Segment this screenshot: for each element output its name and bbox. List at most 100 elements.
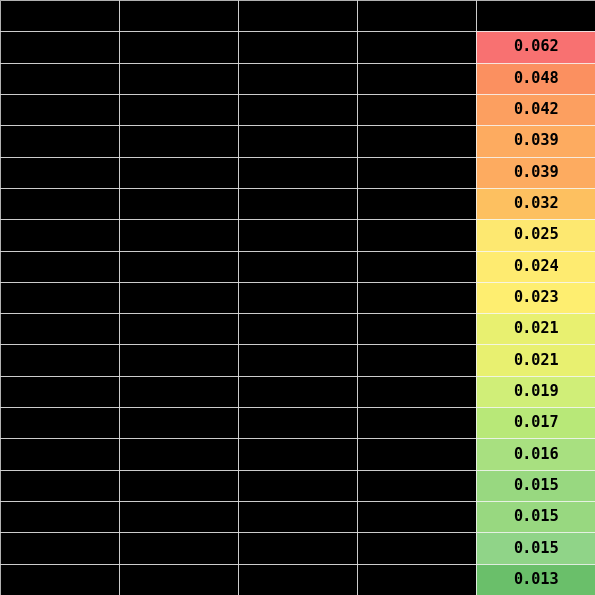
Bar [357, 345, 476, 376]
Bar [357, 563, 476, 595]
Bar [357, 126, 476, 156]
Bar [238, 345, 357, 376]
Bar [0, 282, 119, 313]
Bar [238, 407, 357, 439]
Bar [0, 345, 119, 376]
Bar [476, 563, 595, 595]
Bar [476, 313, 595, 345]
Bar [476, 156, 595, 188]
Text: 0.013: 0.013 [513, 572, 558, 587]
Bar [357, 188, 476, 219]
Bar [238, 62, 357, 94]
Bar [0, 407, 119, 439]
Bar [476, 250, 595, 282]
Bar [0, 376, 119, 407]
Bar [476, 188, 595, 219]
Bar [476, 345, 595, 376]
Bar [476, 533, 595, 563]
Bar [0, 313, 119, 345]
Bar [238, 188, 357, 219]
Bar [476, 62, 595, 94]
Bar [0, 156, 119, 188]
Bar [119, 62, 238, 94]
Bar [119, 563, 238, 595]
Text: 0.025: 0.025 [513, 227, 558, 242]
Bar [238, 0, 357, 32]
Bar [476, 126, 595, 156]
Bar [476, 0, 595, 32]
Bar [119, 439, 238, 469]
Bar [119, 32, 238, 62]
Bar [357, 282, 476, 313]
Text: 0.039: 0.039 [513, 165, 558, 180]
Bar [0, 32, 119, 62]
Text: 0.017: 0.017 [513, 415, 558, 430]
Bar [476, 282, 595, 313]
Text: 0.032: 0.032 [513, 196, 558, 211]
Bar [476, 469, 595, 501]
Bar [119, 188, 238, 219]
Text: 0.021: 0.021 [513, 321, 558, 336]
Bar [119, 156, 238, 188]
Bar [119, 501, 238, 533]
Bar [0, 501, 119, 533]
Bar [357, 250, 476, 282]
Bar [476, 439, 595, 469]
Bar [119, 407, 238, 439]
Bar [476, 407, 595, 439]
Bar [0, 563, 119, 595]
Bar [357, 62, 476, 94]
Bar [357, 376, 476, 407]
Bar [357, 533, 476, 563]
Text: 0.024: 0.024 [513, 259, 558, 274]
Text: 0.039: 0.039 [513, 133, 558, 148]
Bar [0, 0, 119, 32]
Bar [238, 250, 357, 282]
Bar [119, 126, 238, 156]
Text: 0.015: 0.015 [513, 540, 558, 556]
Bar [238, 32, 357, 62]
Bar [476, 32, 595, 62]
Bar [0, 188, 119, 219]
Bar [238, 533, 357, 563]
Bar [476, 94, 595, 126]
Bar [119, 0, 238, 32]
Bar [357, 407, 476, 439]
Bar [119, 94, 238, 126]
Bar [0, 62, 119, 94]
Bar [357, 156, 476, 188]
Bar [119, 219, 238, 250]
Bar [238, 439, 357, 469]
Bar [238, 282, 357, 313]
Bar [476, 219, 595, 250]
Text: 0.016: 0.016 [513, 447, 558, 462]
Bar [476, 501, 595, 533]
Bar [357, 32, 476, 62]
Bar [238, 563, 357, 595]
Text: 0.048: 0.048 [513, 71, 558, 86]
Text: 0.021: 0.021 [513, 353, 558, 368]
Bar [238, 376, 357, 407]
Text: 0.019: 0.019 [513, 384, 558, 399]
Bar [357, 0, 476, 32]
Bar [357, 439, 476, 469]
Bar [119, 282, 238, 313]
Bar [357, 501, 476, 533]
Bar [357, 313, 476, 345]
Bar [0, 250, 119, 282]
Bar [238, 469, 357, 501]
Bar [0, 439, 119, 469]
Text: 0.023: 0.023 [513, 290, 558, 305]
Bar [0, 94, 119, 126]
Bar [0, 469, 119, 501]
Text: 0.042: 0.042 [513, 102, 558, 117]
Bar [357, 469, 476, 501]
Bar [119, 469, 238, 501]
Bar [119, 250, 238, 282]
Bar [119, 376, 238, 407]
Text: 0.062: 0.062 [513, 39, 558, 55]
Text: 0.015: 0.015 [513, 509, 558, 524]
Bar [238, 219, 357, 250]
Bar [357, 219, 476, 250]
Bar [238, 313, 357, 345]
